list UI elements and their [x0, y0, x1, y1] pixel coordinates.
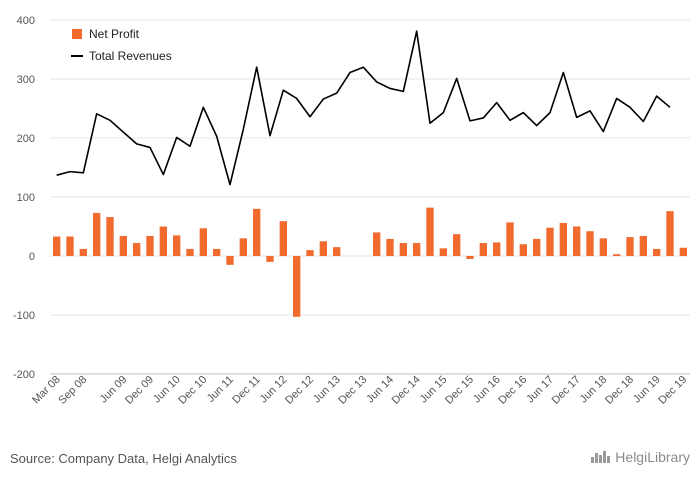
- y-tick-label: 100: [17, 192, 35, 204]
- x-tick-label: Dec 19: [656, 374, 689, 407]
- legend: Net Profit Total Revenues: [71, 27, 172, 63]
- net-profit-bar: [133, 243, 141, 256]
- net-profit-bar: [466, 256, 474, 259]
- net-profit-bar: [639, 235, 647, 256]
- net-profit-bar: [453, 234, 461, 256]
- net-profit-bar: [559, 222, 567, 256]
- net-profit-bar: [106, 217, 114, 256]
- y-tick-label: 200: [17, 133, 35, 145]
- net-profit-bar: [53, 236, 61, 256]
- net-profit-bar: [439, 248, 447, 256]
- gridlines: [50, 19, 690, 375]
- x-tick-label: Dec 13: [336, 374, 369, 407]
- net-profit-bar: [199, 228, 207, 256]
- net-profit-bar: [213, 248, 221, 256]
- net-profit-bar: [306, 250, 314, 256]
- legend-label-total-revenues: Total Revenues: [89, 49, 172, 63]
- net-profit-bar: [159, 226, 167, 256]
- net-profit-bar: [586, 231, 594, 256]
- footer: Source: Company Data, Helgi Analytics He…: [0, 440, 700, 483]
- x-tick-label: Dec 18: [603, 374, 636, 407]
- net-profit-bar: [79, 248, 87, 256]
- total-revenues-line: [56, 30, 671, 186]
- net-profit-bar: [626, 237, 634, 256]
- net-profit-bar: [479, 243, 487, 256]
- brand-name: HelgiLibrary: [615, 449, 690, 465]
- net-profit-bar: [293, 256, 301, 317]
- x-tick-label: Sep 08: [56, 374, 89, 407]
- net-profit-bar: [66, 236, 74, 256]
- net-profit-bar: [266, 256, 274, 262]
- net-profit-bar: [413, 243, 421, 256]
- net-profit-bar: [226, 256, 234, 265]
- net-profit-bar: [506, 222, 514, 256]
- net-profit-bar: [173, 235, 181, 256]
- y-tick-label: -100: [13, 310, 35, 322]
- net-profit-bar: [599, 238, 607, 256]
- net-profit-bar: [186, 248, 194, 256]
- net-profit-bar: [93, 212, 101, 256]
- net-profit-bar: [239, 238, 247, 256]
- net-profit-bar: [679, 247, 687, 256]
- net-profit-bar: [279, 221, 287, 256]
- x-tick-label: Dec 10: [176, 374, 209, 407]
- x-tick-label: Dec 09: [123, 374, 156, 407]
- x-tick-label: Dec 12: [283, 374, 316, 407]
- x-tick-label: Dec 14: [390, 374, 423, 407]
- brand[interactable]: HelgiLibrary: [590, 449, 690, 465]
- y-tick-label: 0: [29, 251, 35, 263]
- net-profit-bars: [53, 207, 687, 317]
- x-tick-label: Dec 15: [443, 374, 476, 407]
- net-profit-bar: [573, 226, 581, 256]
- net-profit-bar: [146, 235, 154, 256]
- x-tick-label: Dec 16: [496, 374, 529, 407]
- y-tick-label: -200: [13, 369, 35, 381]
- net-profit-bar: [333, 247, 341, 256]
- y-axis-ticks: -200 -100 0 100 200 300 400: [13, 15, 35, 381]
- y-tick-label: 400: [17, 15, 35, 27]
- net-profit-bar: [546, 227, 554, 256]
- net-profit-bar: [399, 243, 407, 256]
- net-profit-bar: [119, 235, 127, 256]
- net-profit-bar: [426, 207, 434, 256]
- net-profit-bar: [533, 238, 541, 256]
- y-tick-label: 300: [17, 74, 35, 86]
- source-note: Source: Company Data, Helgi Analytics: [10, 451, 237, 466]
- net-profit-bar: [373, 232, 381, 256]
- net-profit-bar: [519, 244, 527, 256]
- net-profit-bar: [653, 248, 661, 256]
- net-profit-bar: [666, 211, 674, 256]
- net-profit-bar: [493, 242, 501, 256]
- legend-label-net-profit: Net Profit: [89, 27, 140, 41]
- net-profit-bar: [253, 208, 261, 256]
- net-profit-bar: [613, 254, 621, 256]
- x-tick-label: Dec 17: [550, 374, 583, 407]
- net-profit-bar: [319, 241, 327, 256]
- net-profit-bar: [386, 238, 394, 256]
- legend-swatch-net-profit: [72, 29, 82, 39]
- x-tick-label: Dec 11: [230, 374, 263, 407]
- helgi-library-logo-icon: [591, 451, 611, 463]
